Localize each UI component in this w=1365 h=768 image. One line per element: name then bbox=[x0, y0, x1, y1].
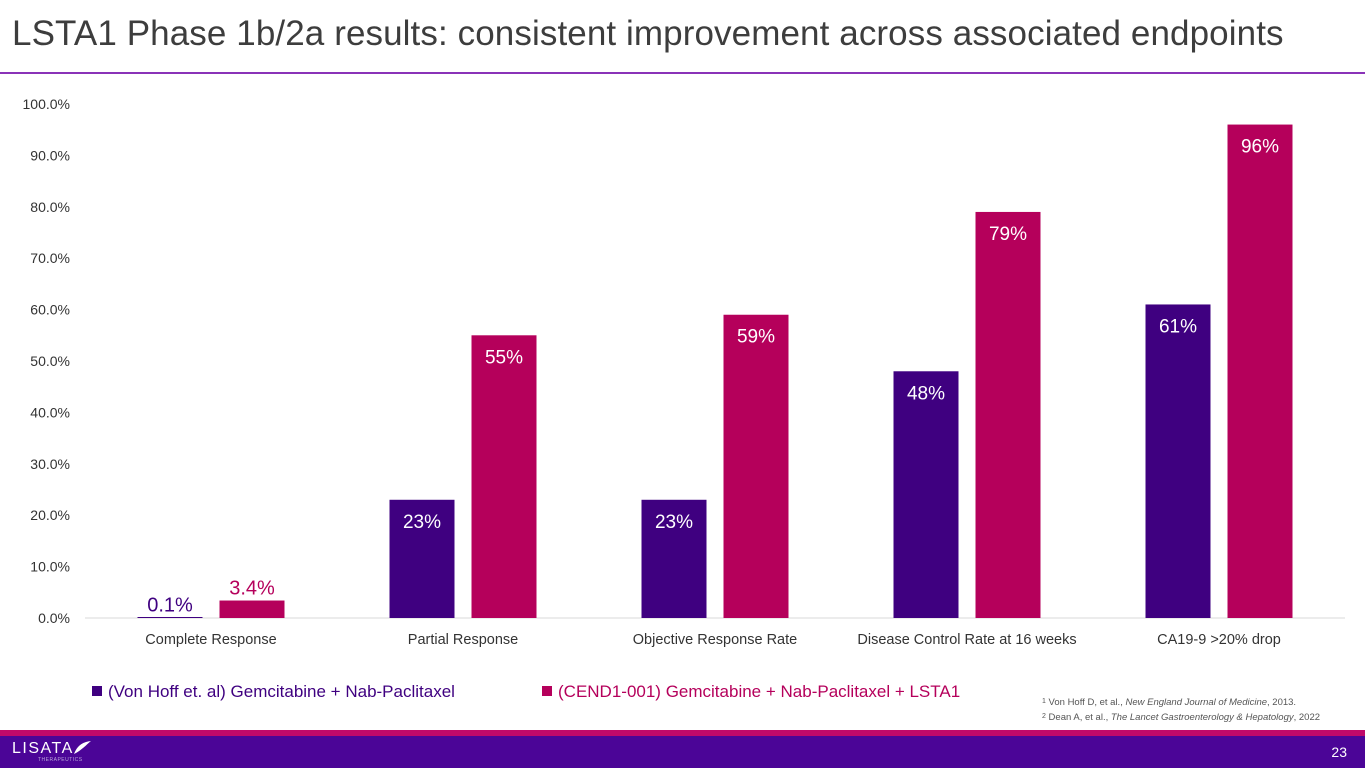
bar-series2 bbox=[975, 211, 1041, 618]
x-tick-label: CA19-9 >20% drop bbox=[1157, 632, 1281, 648]
y-tick-label: 30.0% bbox=[30, 456, 70, 472]
data-label: 3.4% bbox=[229, 578, 275, 600]
title-divider bbox=[0, 72, 1365, 74]
bar-series1 bbox=[137, 617, 203, 618]
page-number: 23 bbox=[1331, 744, 1347, 760]
legend-label: (Von Hoff et. al) Gemcitabine + Nab-Pacl… bbox=[108, 682, 455, 701]
bar-series2 bbox=[1227, 124, 1293, 618]
footnote-2: 2 Dean A, et al., The Lancet Gastroenter… bbox=[1042, 712, 1321, 723]
bar-series1 bbox=[389, 499, 455, 618]
y-tick-label: 50.0% bbox=[30, 353, 70, 369]
y-tick-label: 10.0% bbox=[30, 559, 70, 575]
x-tick-label: Objective Response Rate bbox=[633, 632, 797, 648]
x-tick-label: Disease Control Rate at 16 weeks bbox=[857, 632, 1076, 648]
bar-series2 bbox=[723, 314, 789, 618]
data-label: 96% bbox=[1241, 137, 1279, 158]
y-tick-label: 80.0% bbox=[30, 199, 70, 215]
footer-bar bbox=[0, 736, 1365, 768]
bar-series1 bbox=[1145, 304, 1211, 618]
legend-label: (CEND1-001) Gemcitabine + Nab-Paclitaxel… bbox=[558, 682, 960, 701]
slide-title: LSTA1 Phase 1b/2a results: consistent im… bbox=[12, 14, 1284, 53]
data-label: 0.1% bbox=[147, 594, 193, 616]
y-tick-label: 60.0% bbox=[30, 302, 70, 318]
data-label: 55% bbox=[485, 347, 523, 368]
data-label: 23% bbox=[655, 512, 693, 533]
y-tick-label: 100.0% bbox=[23, 96, 70, 112]
company-logo: LISATA bbox=[12, 740, 74, 757]
leaf-icon bbox=[74, 741, 91, 754]
data-label: 48% bbox=[907, 383, 945, 404]
bar-series2 bbox=[471, 335, 537, 618]
data-label: 59% bbox=[737, 327, 775, 348]
y-tick-label: 90.0% bbox=[30, 147, 70, 163]
data-label: 61% bbox=[1159, 316, 1197, 337]
legend-swatch bbox=[92, 686, 102, 696]
bar-series1 bbox=[893, 371, 959, 618]
y-tick-label: 40.0% bbox=[30, 404, 70, 420]
data-label: 23% bbox=[403, 512, 441, 533]
y-tick-label: 0.0% bbox=[38, 610, 70, 626]
data-label: 79% bbox=[989, 224, 1027, 245]
y-tick-label: 20.0% bbox=[30, 507, 70, 523]
bar-series1 bbox=[641, 499, 707, 618]
footnotes: 1 Von Hoff D, et al., New England Journa… bbox=[1042, 695, 1320, 725]
x-tick-label: Complete Response bbox=[145, 632, 276, 648]
y-tick-label: 70.0% bbox=[30, 250, 70, 266]
x-tick-label: Partial Response bbox=[408, 632, 518, 648]
footer-stripe bbox=[0, 730, 1365, 736]
legend-swatch bbox=[542, 686, 552, 696]
bar-chart: 0.0% 10.0% 20.0% 30.0% 40.0% 50.0% 60.0% 70.0% 8… bbox=[23, 96, 1345, 701]
company-logo-subtext: THERAPEUTICS bbox=[38, 757, 83, 763]
bar-series2 bbox=[219, 600, 285, 618]
footnote-1: 1 Von Hoff D, et al., New England Journa… bbox=[1042, 697, 1297, 708]
